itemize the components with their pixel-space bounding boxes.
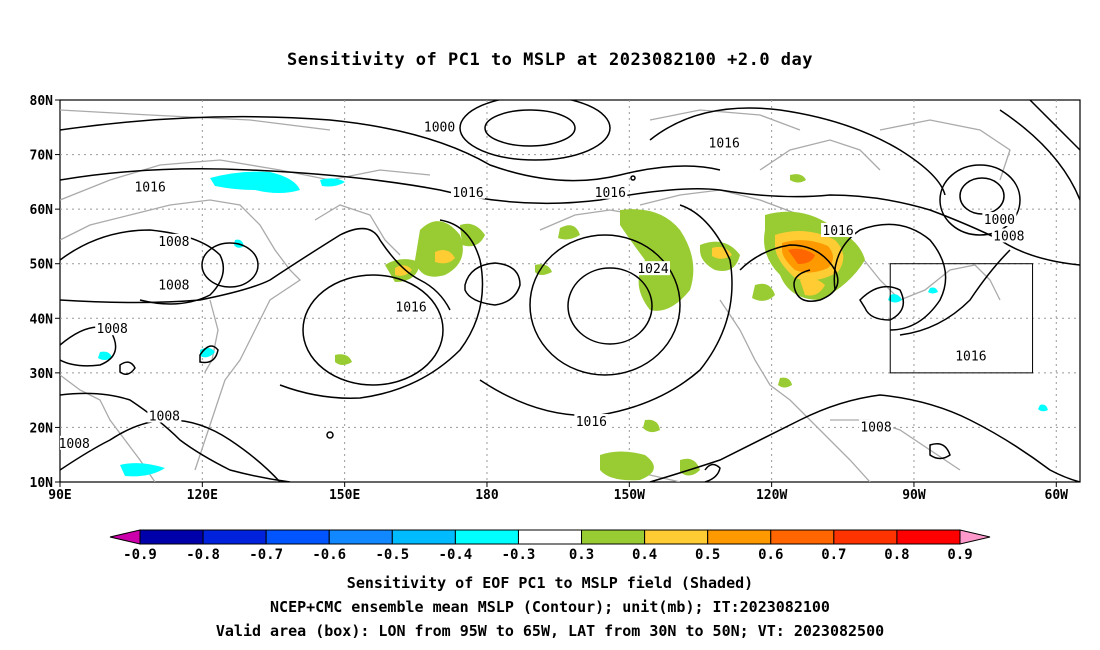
contour-label: 1000 xyxy=(984,213,1015,228)
colorbar-swatch xyxy=(833,529,898,545)
colorbar-swatch xyxy=(581,529,646,545)
contour-label: 1016 xyxy=(709,137,740,152)
caption-line-2: NCEP+CMC ensemble mean MSLP (Contour); u… xyxy=(270,598,830,616)
lon-tick-label: 120W xyxy=(756,488,787,503)
colorbar-label: -0.7 xyxy=(249,547,283,563)
lon-tick-label: 150E xyxy=(329,488,360,503)
contour-label-bg xyxy=(859,419,893,434)
colorbar-label: -0.3 xyxy=(502,547,536,563)
colorbar-label: -0.4 xyxy=(439,547,473,563)
lon-tick-label: 60W xyxy=(1045,488,1069,503)
caption-line-1: Sensitivity of EOF PC1 to MSLP field (Sh… xyxy=(346,574,754,592)
colorbar-label: -0.6 xyxy=(312,547,346,563)
contour-label-bg xyxy=(147,408,182,423)
colorbar-swatch xyxy=(770,529,835,545)
colorbar-label: 0.3 xyxy=(569,547,594,563)
contour-label-bg xyxy=(982,212,1017,227)
colorbar-swatch xyxy=(139,529,204,545)
latitude-labels: 80N 70N 60N 50N 40N 30N 20N 10N xyxy=(30,94,60,491)
caption-line-3: Valid area (box): LON from 95W to 65W, L… xyxy=(215,622,885,640)
contour-label: 1024 xyxy=(637,262,668,277)
colorbar-swatch xyxy=(707,529,772,545)
colorbar-max-arrow xyxy=(959,529,991,545)
contour-label: 1016 xyxy=(576,415,607,430)
contour-label-bg xyxy=(821,222,856,237)
contour-label: 1008 xyxy=(97,322,128,337)
contour-label: 1008 xyxy=(993,229,1024,244)
longitude-labels: 90E 120E 150E 180 150W 120W 90W 60W xyxy=(48,482,1068,503)
contour-label: 1016 xyxy=(395,300,426,315)
colorbar-swatch xyxy=(391,529,456,545)
contour-label: 1008 xyxy=(158,235,189,250)
lat-tick-label: 70N xyxy=(30,149,54,164)
mslp-contours xyxy=(60,100,1080,482)
lat-tick-label: 80N xyxy=(30,94,54,109)
contour-label: 1016 xyxy=(452,186,483,201)
lat-tick-label: 20N xyxy=(30,421,54,436)
colorbar-label: -0.5 xyxy=(375,547,409,563)
lon-tick-label: 150W xyxy=(614,488,645,503)
colorbar-label: 0.8 xyxy=(884,547,909,563)
contour-label: 1016 xyxy=(822,224,853,239)
map-frame xyxy=(59,99,1081,483)
colorbar-label: 0.5 xyxy=(695,547,720,563)
colorbar: -0.9 -0.8 -0.7 -0.6 -0.5 -0.4 -0.3 0.3 0.4 0.5 0.6… xyxy=(109,529,991,563)
contour-label: 1000 xyxy=(424,120,455,135)
contour-label: 1008 xyxy=(860,420,891,435)
contour-label-bg xyxy=(156,233,191,248)
lat-tick-label: 60N xyxy=(30,203,54,218)
lat-tick-label: 40N xyxy=(30,312,54,327)
contour-label-bg xyxy=(156,277,191,292)
contour-label-bg xyxy=(133,179,168,194)
contour-label: 1016 xyxy=(134,180,165,195)
contour-label-bg xyxy=(574,413,609,428)
colorbar-swatch xyxy=(202,529,267,545)
colorbar-swatch xyxy=(896,529,961,545)
colorbar-label: 0.7 xyxy=(821,547,846,563)
contour-label: 1008 xyxy=(158,279,189,294)
contour-label-bg xyxy=(707,135,742,150)
colorbar-min-arrow xyxy=(109,529,141,545)
contour-label-bg xyxy=(593,184,628,199)
lon-tick-label: 90E xyxy=(48,488,71,503)
colorbar-swatch xyxy=(644,529,709,545)
lon-tick-label: 120E xyxy=(187,488,218,503)
lon-tick-label: 180 xyxy=(475,488,499,503)
contour-label-bg xyxy=(991,228,1026,243)
colorbar-label: -0.8 xyxy=(186,547,220,563)
lon-tick-label: 90W xyxy=(902,488,926,503)
valid-area-box xyxy=(889,263,1034,374)
colorbar-label: 0.4 xyxy=(632,547,657,563)
contour-label: 1016 xyxy=(595,186,626,201)
colorbar-swatch xyxy=(517,529,583,545)
contour-label-bg xyxy=(60,435,92,450)
contour-label-bg xyxy=(953,348,988,363)
lat-tick-label: 50N xyxy=(30,258,54,273)
colorbar-swatch xyxy=(454,529,519,545)
contour-label: 1008 xyxy=(59,437,90,452)
colorbar-swatch xyxy=(328,529,393,545)
coastlines xyxy=(60,109,1011,482)
contour-label: 1016 xyxy=(955,349,986,364)
lat-tick-label: 30N xyxy=(30,367,54,382)
contour-label-bg xyxy=(422,119,457,134)
contour-label: 1008 xyxy=(149,410,180,425)
contour-label-bg xyxy=(394,299,429,314)
lat-tick-label: 10N xyxy=(30,476,54,491)
contour-label-bg xyxy=(95,321,130,336)
colorbar-swatch xyxy=(265,529,330,545)
contour-label-bg xyxy=(636,261,671,276)
colorbar-label: 0.9 xyxy=(947,547,972,563)
map-title: Sensitivity of PC1 to MSLP at 2023082100… xyxy=(286,50,813,70)
colorbar-label: 0.6 xyxy=(758,547,783,563)
colorbar-label: -0.9 xyxy=(123,547,157,563)
contour-label-bg xyxy=(451,184,485,199)
